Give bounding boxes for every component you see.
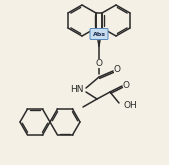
Text: OH: OH (123, 100, 137, 110)
Text: Abs: Abs (92, 32, 105, 37)
Text: O: O (95, 59, 103, 67)
FancyBboxPatch shape (90, 29, 108, 39)
Text: HN: HN (70, 84, 84, 94)
Text: O: O (123, 82, 129, 90)
Text: O: O (114, 66, 120, 75)
